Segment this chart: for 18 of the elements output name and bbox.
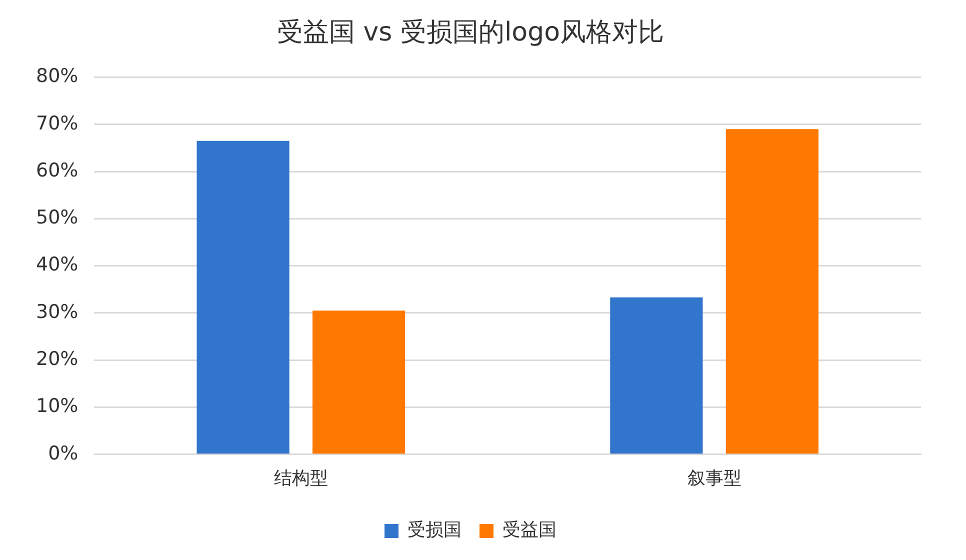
x-tick-label: 结构型 xyxy=(274,468,328,489)
y-tick-label: 40% xyxy=(36,254,78,276)
y-tick-label: 10% xyxy=(36,395,78,418)
chart-title: 受益国 vs 受损国的logo风格对比 xyxy=(276,17,664,48)
bar xyxy=(610,297,703,454)
y-tick-label: 70% xyxy=(36,112,78,134)
y-tick-label: 30% xyxy=(36,300,78,323)
y-tick-label: 20% xyxy=(36,348,78,370)
legend-label: 受损国 xyxy=(408,520,462,541)
y-tick-label: 0% xyxy=(48,442,78,464)
bar xyxy=(196,140,290,454)
y-tick-label: 80% xyxy=(36,65,78,88)
y-tick-label: 60% xyxy=(36,159,78,182)
bar xyxy=(312,310,406,454)
bar xyxy=(726,129,818,454)
y-tick-label: 50% xyxy=(36,206,78,229)
x-tick-label: 叙事型 xyxy=(687,468,742,489)
legend-label: 受益国 xyxy=(502,520,556,541)
